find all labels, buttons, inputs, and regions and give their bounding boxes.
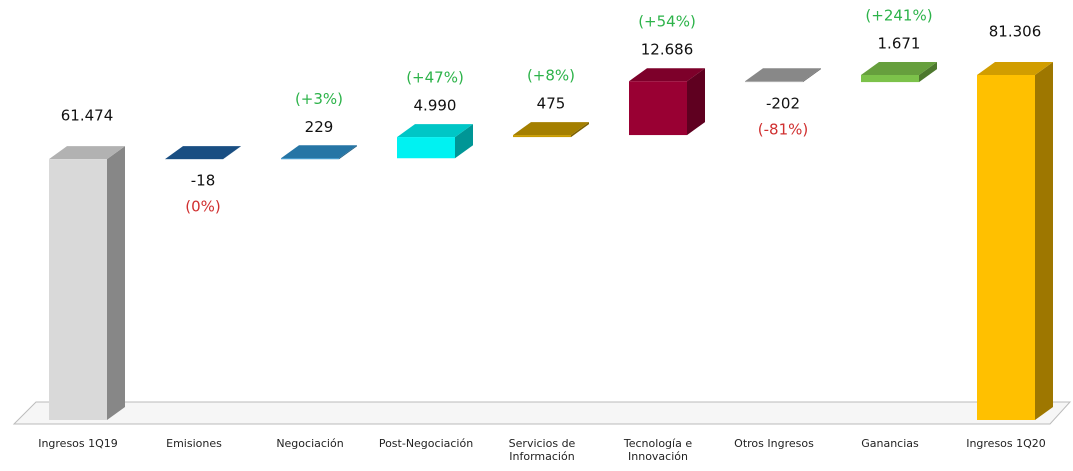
bar-side [803, 68, 821, 83]
value-label: -202 [766, 95, 800, 113]
bar [745, 81, 803, 83]
value-label: 81.306 [989, 23, 1042, 41]
change-label: (-81%) [758, 121, 808, 139]
bar-top [977, 62, 1053, 75]
x-tick-label: Tecnología e Innovación [623, 437, 693, 463]
bar-top [281, 145, 357, 159]
bar-top [397, 124, 473, 138]
bar [977, 75, 1035, 420]
change-label: (0%) [185, 198, 221, 216]
change-label: (+3%) [295, 90, 343, 108]
x-tick-label: Ingresos 1Q20 [966, 437, 1046, 450]
bar-side [687, 68, 705, 136]
bar [513, 135, 571, 138]
value-label: 61.474 [61, 107, 114, 125]
bar [49, 159, 107, 420]
x-tick-label: Servicios de Información [508, 437, 576, 463]
change-label: (+47%) [406, 69, 464, 87]
floor [12, 401, 1072, 425]
bar-top [49, 146, 125, 160]
bar-side [571, 122, 589, 138]
change-label: (+8%) [527, 67, 575, 85]
bar-side [455, 124, 473, 159]
x-tick-label: Ganancias [861, 437, 919, 450]
x-tick-label: Post-Negociación [378, 437, 474, 450]
bar-side [223, 146, 241, 160]
bar-side [919, 62, 937, 83]
x-tick-label: Otros Ingresos [734, 437, 814, 450]
bar-top [861, 62, 937, 76]
bar-top [629, 68, 705, 82]
x-tick-label: Ingresos 1Q19 [38, 437, 118, 450]
change-label: (+54%) [638, 13, 696, 31]
value-label: 229 [305, 118, 334, 136]
bar [281, 158, 339, 160]
value-label: 12.686 [641, 41, 694, 59]
x-tick-label: Emisiones [166, 437, 222, 450]
bar-top [513, 122, 589, 136]
change-label: (+241%) [865, 7, 932, 25]
value-label: 1.671 [878, 35, 921, 53]
value-label: 4.990 [414, 97, 457, 115]
bar [629, 81, 687, 136]
bar-top [165, 146, 241, 160]
bar-top [745, 68, 821, 82]
value-label: 475 [537, 95, 566, 113]
bar-side [107, 146, 125, 420]
bar-side [339, 145, 357, 160]
value-label: -18 [191, 172, 216, 190]
bar-side [1035, 62, 1053, 420]
x-tick-label: Negociación [276, 437, 344, 450]
bar [397, 137, 455, 159]
bar [861, 75, 919, 83]
